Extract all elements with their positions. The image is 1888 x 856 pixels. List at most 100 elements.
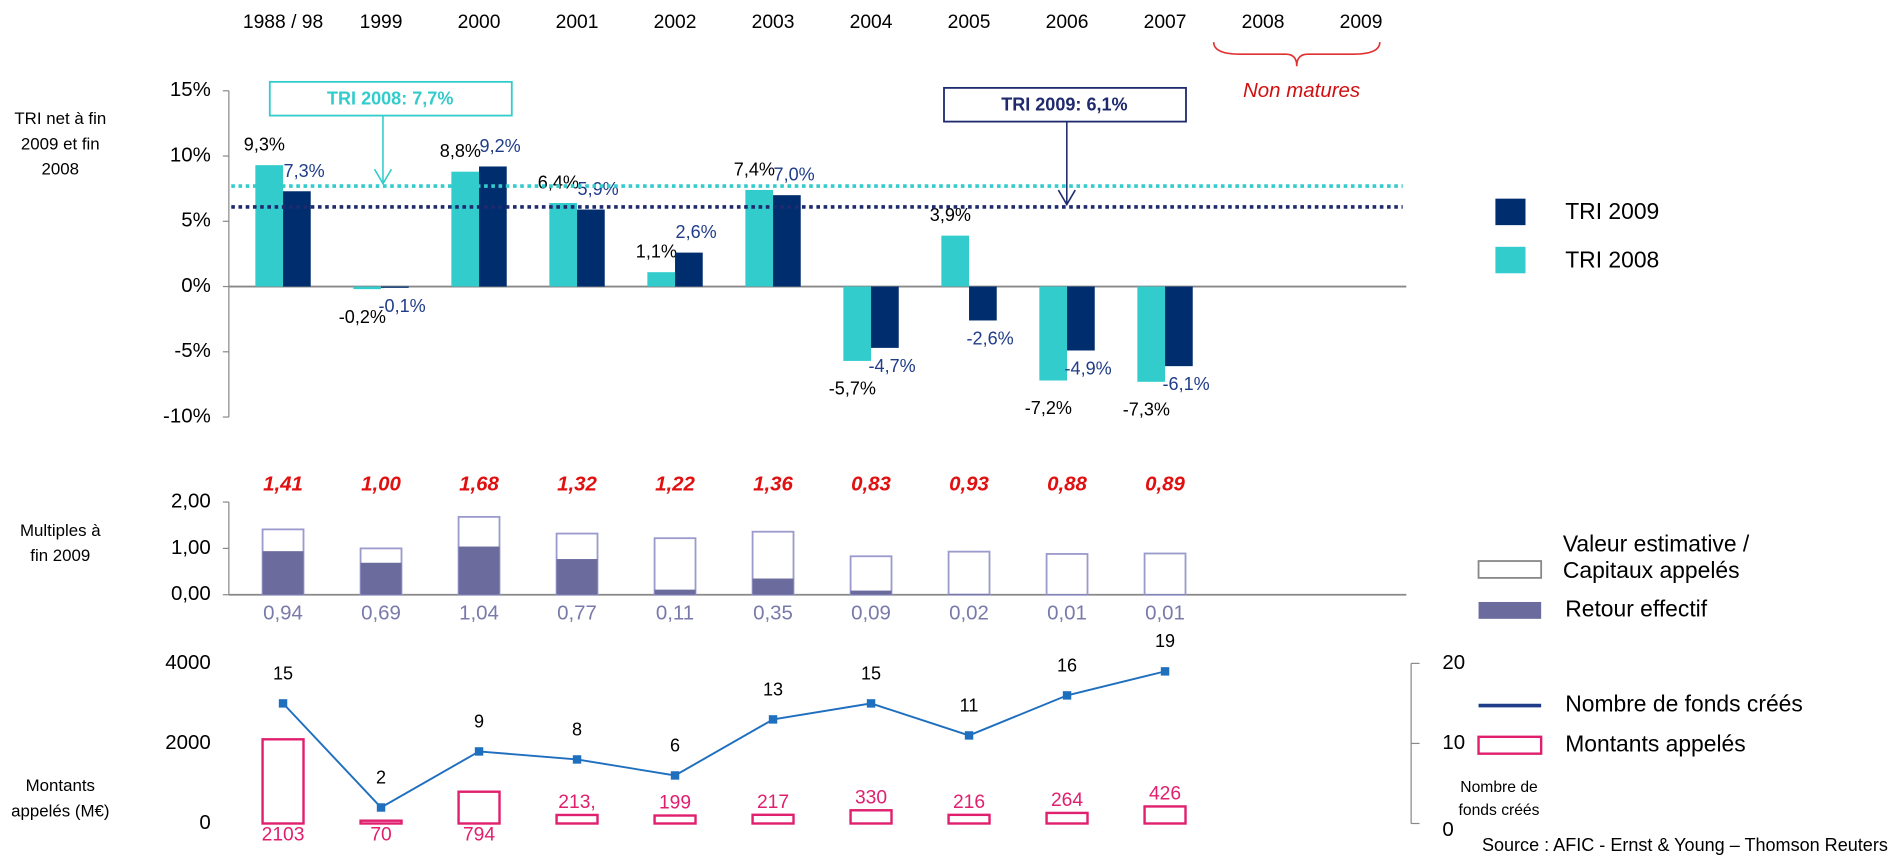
value-label: 19 bbox=[1155, 631, 1175, 651]
value-label: -4,9% bbox=[1065, 359, 1112, 379]
value-label: -2,6% bbox=[967, 328, 1014, 348]
y-axis-label-box: Multiples à fin 2009 bbox=[20, 520, 101, 565]
y-tick-label: 15% bbox=[170, 78, 211, 101]
y-axis-label-box: Montants appelés (M€) bbox=[11, 775, 110, 820]
arrow-head bbox=[373, 168, 393, 186]
bar bbox=[752, 578, 794, 595]
marker bbox=[866, 699, 876, 708]
bar-outline bbox=[653, 537, 697, 596]
annotation-label: TRI 2008: 7,7% bbox=[327, 89, 453, 109]
x-tick-label: 2005 bbox=[948, 12, 991, 33]
legend-label: Nombre de fonds créés bbox=[1565, 691, 1803, 717]
value-label: 15 bbox=[273, 663, 293, 683]
brace bbox=[1212, 42, 1381, 67]
bar bbox=[1137, 286, 1166, 382]
value-label: 0,83 bbox=[851, 473, 891, 496]
bar bbox=[1039, 286, 1068, 381]
value-label: 213, bbox=[558, 792, 595, 813]
value-label: 0,94 bbox=[263, 601, 303, 624]
legend-label: Montants appelés bbox=[1565, 730, 1745, 756]
value-label: 1,36 bbox=[753, 473, 793, 496]
bar-outline bbox=[1143, 552, 1187, 596]
x-tick-label: 2008 bbox=[1242, 12, 1285, 33]
annotation-label: TRI 2009: 6,1% bbox=[1001, 95, 1127, 115]
bar bbox=[359, 819, 403, 825]
value-label: 794 bbox=[463, 825, 495, 846]
value-label: 264 bbox=[1051, 790, 1083, 811]
y2-axis-label-box: Nombre de fonds créés bbox=[1459, 778, 1540, 819]
bar bbox=[941, 235, 970, 287]
value-label: 2,6% bbox=[676, 222, 717, 242]
value-label: 1,00 bbox=[361, 473, 401, 496]
value-label: 1,41 bbox=[263, 473, 303, 496]
value-label: -0,2% bbox=[339, 307, 386, 327]
y-tick-label: 1,00 bbox=[171, 536, 211, 559]
value-label: -4,7% bbox=[869, 356, 916, 376]
bar bbox=[353, 286, 382, 290]
marker bbox=[1160, 667, 1170, 676]
legend-label: TRI 2009 bbox=[1565, 198, 1659, 224]
y-tick-label: -10% bbox=[163, 404, 211, 427]
bar-outline bbox=[1045, 553, 1089, 596]
value-label: 1,04 bbox=[459, 601, 499, 624]
marker bbox=[278, 699, 288, 708]
y-tick-label: 0 bbox=[199, 811, 210, 834]
bar bbox=[773, 195, 801, 287]
marker bbox=[572, 755, 582, 764]
source: Source : AFIC - Ernst & Young – Thomson … bbox=[1482, 835, 1888, 855]
legend-swatch bbox=[1495, 246, 1526, 274]
bar bbox=[653, 814, 697, 825]
value-label: 7,0% bbox=[774, 165, 815, 185]
legend-label: Retour effectif bbox=[1565, 595, 1708, 621]
value-label: 9,3% bbox=[244, 135, 285, 155]
x-tick-label: 1988 / 98 bbox=[243, 12, 323, 33]
marker bbox=[474, 747, 484, 756]
bar bbox=[647, 272, 676, 287]
value-label: 0,01 bbox=[1047, 601, 1087, 624]
value-label: 8,8% bbox=[440, 141, 481, 161]
value-label: 6 bbox=[670, 735, 680, 755]
y-axis-label: TRI net à fin 2009 et fin 2008 bbox=[14, 108, 107, 179]
value-label: 7,3% bbox=[284, 161, 325, 181]
arrow-head bbox=[1057, 189, 1076, 207]
value-label: 0,69 bbox=[361, 601, 401, 624]
x-tick-label: 2001 bbox=[556, 12, 599, 33]
legend-swatch bbox=[1477, 560, 1543, 579]
bar bbox=[1143, 805, 1187, 825]
legend-label: TRI 2008 bbox=[1565, 246, 1659, 272]
bar bbox=[255, 165, 284, 287]
x-tick-label: 2002 bbox=[654, 12, 697, 33]
annotation-box bbox=[268, 80, 513, 117]
y-tick-label: -5% bbox=[174, 339, 210, 362]
value-label: 6,4% bbox=[538, 173, 579, 193]
legend-label-box: Valeur estimative / Capitaux appelés bbox=[1563, 532, 1749, 584]
value-label: 2103 bbox=[262, 825, 305, 846]
value-label: 1,32 bbox=[557, 473, 597, 496]
bar bbox=[745, 189, 774, 287]
bar bbox=[850, 590, 892, 595]
bar bbox=[261, 738, 305, 825]
bar bbox=[360, 562, 402, 595]
value-label: -0,1% bbox=[379, 296, 426, 316]
bar-outline bbox=[947, 550, 991, 596]
bar bbox=[675, 252, 703, 287]
bar-outline bbox=[849, 555, 893, 596]
value-label: -6,1% bbox=[1163, 374, 1210, 394]
legend-swatch bbox=[1477, 735, 1543, 755]
y-axis-label-box: TRI net à fin 2009 et fin 2008 bbox=[14, 108, 107, 179]
y-tick-label: 4000 bbox=[165, 651, 211, 674]
annotation-box bbox=[943, 86, 1187, 123]
value-label: 0,09 bbox=[851, 601, 891, 624]
bar bbox=[1165, 286, 1193, 367]
value-label: 0,93 bbox=[949, 473, 989, 496]
marker bbox=[1062, 691, 1072, 700]
y2-tick-label: 0 bbox=[1442, 818, 1453, 841]
value-label: 8 bbox=[572, 719, 582, 739]
value-label: 1,1% bbox=[636, 242, 677, 262]
y-axis-label: Montants appelés (M€) bbox=[11, 775, 110, 820]
value-label: 330 bbox=[855, 787, 887, 808]
value-label: 16 bbox=[1057, 655, 1077, 675]
value-label: -7,2% bbox=[1025, 398, 1072, 418]
